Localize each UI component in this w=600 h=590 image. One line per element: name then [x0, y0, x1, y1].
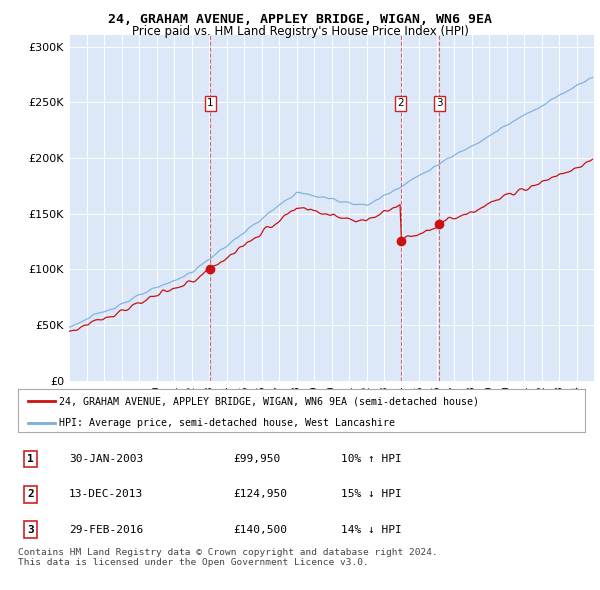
Text: Price paid vs. HM Land Registry's House Price Index (HPI): Price paid vs. HM Land Registry's House …: [131, 25, 469, 38]
Text: 30-JAN-2003: 30-JAN-2003: [69, 454, 143, 464]
Text: 3: 3: [27, 525, 34, 535]
Text: 10% ↑ HPI: 10% ↑ HPI: [341, 454, 402, 464]
Text: 24, GRAHAM AVENUE, APPLEY BRIDGE, WIGAN, WN6 9EA (semi-detached house): 24, GRAHAM AVENUE, APPLEY BRIDGE, WIGAN,…: [59, 396, 479, 407]
Text: 1: 1: [27, 454, 34, 464]
Text: 29-FEB-2016: 29-FEB-2016: [69, 525, 143, 535]
Text: 24, GRAHAM AVENUE, APPLEY BRIDGE, WIGAN, WN6 9EA: 24, GRAHAM AVENUE, APPLEY BRIDGE, WIGAN,…: [108, 13, 492, 26]
Text: 2: 2: [27, 490, 34, 499]
Text: 1: 1: [207, 99, 214, 109]
Text: £99,950: £99,950: [233, 454, 281, 464]
Text: 3: 3: [436, 99, 443, 109]
Text: 2: 2: [397, 99, 404, 109]
Text: 14% ↓ HPI: 14% ↓ HPI: [341, 525, 402, 535]
Text: 13-DEC-2013: 13-DEC-2013: [69, 490, 143, 499]
Text: 15% ↓ HPI: 15% ↓ HPI: [341, 490, 402, 499]
Text: HPI: Average price, semi-detached house, West Lancashire: HPI: Average price, semi-detached house,…: [59, 418, 395, 428]
Text: Contains HM Land Registry data © Crown copyright and database right 2024.
This d: Contains HM Land Registry data © Crown c…: [18, 548, 438, 567]
Text: £124,950: £124,950: [233, 490, 287, 499]
Text: £140,500: £140,500: [233, 525, 287, 535]
